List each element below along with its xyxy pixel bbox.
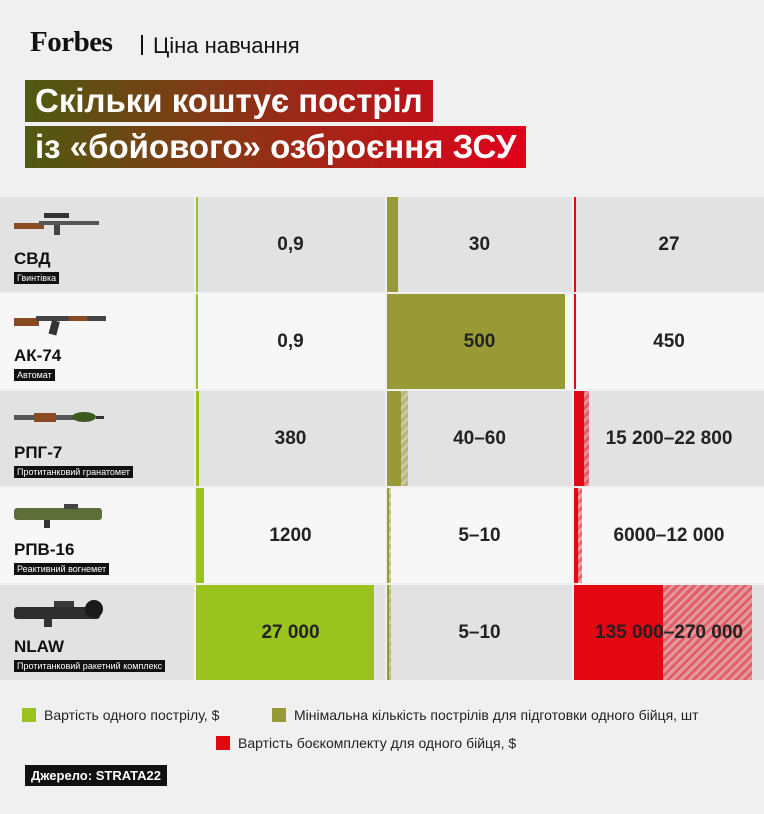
value-label: 27 000 xyxy=(261,621,320,643)
value-cell: 380 xyxy=(196,391,385,486)
weapon-drawing xyxy=(14,316,106,336)
value-label: 15 200–22 800 xyxy=(605,427,733,449)
bar-range xyxy=(574,488,582,583)
value-cell: 5–10 xyxy=(387,585,572,680)
value-label: 1200 xyxy=(269,524,312,546)
value-cell: 135 000–270 000 xyxy=(574,585,764,680)
value-cell: 40–60 xyxy=(387,391,572,486)
weapon-type: Гвинтівка xyxy=(14,272,60,284)
value-label: 380 xyxy=(274,427,307,449)
separator xyxy=(141,35,143,55)
bar xyxy=(196,197,198,292)
bar xyxy=(574,294,576,389)
bar xyxy=(196,391,199,486)
title-line: Скільки коштує постріл xyxy=(25,80,433,122)
bar xyxy=(574,488,578,583)
weapon-cell: АК-74 Автомат xyxy=(0,294,194,389)
source-value: STRATA22 xyxy=(95,768,161,783)
legend-item: Мінімальна кількість пострілів для підго… xyxy=(272,707,699,723)
value-label: 30 xyxy=(468,233,491,255)
bar xyxy=(387,197,398,292)
value-cell: 450 xyxy=(574,294,764,389)
table-row: СВД Гвинтівка 0,9 30 27 xyxy=(0,197,764,292)
weapon-cell: РПВ-16 Реактивний вогнемет xyxy=(0,488,194,583)
weapon-icon xyxy=(14,502,106,537)
bar xyxy=(574,391,585,486)
source-label: Джерело: xyxy=(31,768,93,783)
title-line: із «бойового» озброєння ЗСУ xyxy=(25,126,527,168)
weapon-name: NLAW xyxy=(14,637,65,656)
value-label: 450 xyxy=(653,330,685,352)
weapon-type: Протитанковий гранатомет xyxy=(14,466,133,478)
value-label: 6000–12 000 xyxy=(613,524,725,546)
legend-swatch xyxy=(272,708,286,722)
weapon-icon xyxy=(14,308,106,343)
value-cell: 30 xyxy=(387,197,572,292)
value-cell: 0,9 xyxy=(196,294,385,389)
legend-swatch xyxy=(216,736,230,750)
value-label: 40–60 xyxy=(453,427,506,449)
weapon-drawing xyxy=(14,213,99,235)
legend-item: Вартість боєкомплекту для одного бійця, … xyxy=(216,735,516,751)
weapon-type: Реактивний вогнемет xyxy=(14,563,110,575)
value-cell: 5–10 xyxy=(387,488,572,583)
weapon-drawing xyxy=(14,412,104,422)
legend-label: Вартість боєкомплекту для одного бійця, … xyxy=(238,735,517,751)
value-label: 27 xyxy=(658,233,680,255)
weapon-icon xyxy=(14,405,106,440)
value-cell: 6000–12 000 xyxy=(574,488,764,583)
brand: Forbes xyxy=(30,26,113,58)
value-label: 0,9 xyxy=(277,330,304,352)
value-cell: 15 200–22 800 xyxy=(574,391,764,486)
table-row: АК-74 Автомат 0,9 500 450 xyxy=(0,294,764,389)
legend-label: Мінімальна кількість пострілів для підго… xyxy=(294,707,699,723)
table-row: РПГ-7 Протитанковий гранатомет 380 40–60 15 … xyxy=(0,391,764,486)
value-label: 5–10 xyxy=(458,621,501,643)
bar xyxy=(387,294,565,389)
legend-item: Вартість одного пострілу, $ xyxy=(22,707,219,723)
bar xyxy=(387,488,389,583)
weapon-name: АК-74 xyxy=(14,346,62,365)
section: Ціна навчання xyxy=(153,33,300,58)
weapon-icon xyxy=(14,599,106,634)
bar xyxy=(387,391,402,486)
weapon-drawing xyxy=(14,600,103,627)
value-cell: 27 xyxy=(574,197,764,292)
legend-swatch xyxy=(22,708,36,722)
value-label: 500 xyxy=(463,330,496,352)
value-cell: 27 000 xyxy=(196,585,385,680)
weapon-cell: СВД Гвинтівка xyxy=(0,197,194,292)
legend-label: Вартість одного пострілу, $ xyxy=(44,707,220,723)
weapon-cell: NLAW Протитанковий ракетний комплекс xyxy=(0,585,194,680)
bar xyxy=(387,585,389,680)
weapon-name: РПВ-16 xyxy=(14,540,75,559)
weapon-type: Протитанковий ракетний комплекс xyxy=(14,660,166,672)
value-cell: 500 xyxy=(387,294,572,389)
table-row: РПВ-16 Реактивний вогнемет 1200 5–10 6000–12… xyxy=(0,488,764,583)
bar xyxy=(196,294,198,389)
bar xyxy=(574,585,663,680)
bar xyxy=(196,488,204,583)
bar xyxy=(196,585,374,680)
value-label: 5–10 xyxy=(458,524,501,546)
weapon-icon xyxy=(14,211,106,246)
source: Джерело: STRATA22 xyxy=(25,765,167,786)
weapon-name: СВД xyxy=(14,249,51,268)
value-label: 0,9 xyxy=(277,233,304,255)
weapon-cell: РПГ-7 Протитанковий гранатомет xyxy=(0,391,194,486)
weapon-name: РПГ-7 xyxy=(14,443,63,462)
weapon-drawing xyxy=(14,504,102,528)
weapon-type: Автомат xyxy=(14,369,55,381)
table-row: NLAW Протитанковий ракетний комплекс 27 00… xyxy=(0,585,764,680)
value-cell: 0,9 xyxy=(196,197,385,292)
bar xyxy=(574,197,576,292)
value-label: 135 000–270 000 xyxy=(595,621,743,643)
value-cell: 1200 xyxy=(196,488,385,583)
